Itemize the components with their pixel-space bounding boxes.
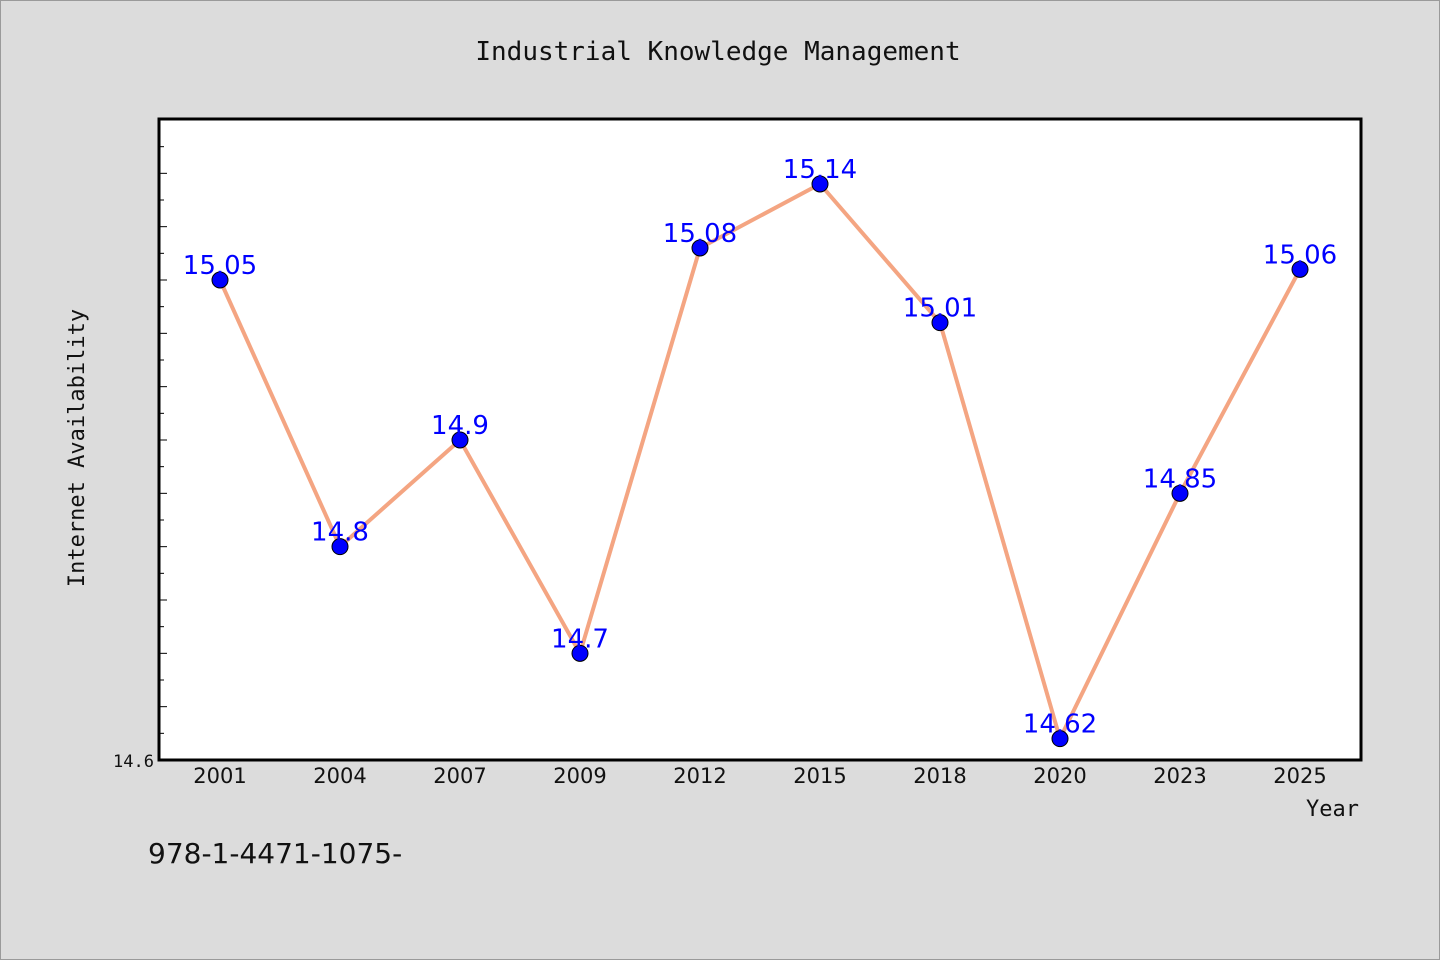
data-point [811, 175, 829, 193]
data-label: 15.08 [663, 219, 737, 249]
x-tick-label: 2018 [913, 764, 966, 788]
x-tick-label: 2001 [193, 764, 246, 788]
data-label: 14.8 [311, 518, 369, 548]
data-point [331, 538, 349, 556]
data-point [1291, 260, 1309, 278]
data-point [691, 239, 709, 257]
x-tick-label: 2009 [553, 764, 606, 788]
data-label: 14.9 [431, 411, 489, 441]
y-axis-label: Internet Availability [65, 309, 90, 587]
plot-area [157, 117, 1363, 762]
data-label: 15.06 [1263, 240, 1337, 270]
x-tick-label: 2007 [433, 764, 486, 788]
data-point [451, 431, 469, 449]
data-label: 14.62 [1023, 710, 1097, 740]
x-tick-label: 2025 [1273, 764, 1326, 788]
x-tick-label: 2020 [1033, 764, 1086, 788]
data-point [931, 314, 949, 332]
x-tick-label: 2012 [673, 764, 726, 788]
data-label: 15.05 [183, 251, 257, 281]
x-tick-label: 2015 [793, 764, 846, 788]
x-tick-label: 2023 [1153, 764, 1206, 788]
x-axis-label: Year [1306, 797, 1359, 822]
data-point [571, 644, 589, 662]
data-label: 15.14 [783, 155, 857, 185]
y-axis-ticks [160, 119, 167, 761]
data-labels: 15.05 14.8 14.9 14.7 15.08 15.14 15.01 14.62 14.… [183, 155, 1337, 740]
data-label: 14.85 [1143, 464, 1217, 494]
data-point [1051, 730, 1069, 748]
chart-title: Industrial Knowledge Management [475, 37, 960, 67]
data-point [211, 271, 229, 289]
series-line [218, 182, 1302, 741]
footer-text: 978-1-4471-1075- [148, 837, 402, 870]
y-tick-label: 14.6 [113, 752, 154, 772]
data-point [1171, 484, 1189, 502]
data-label: 15.01 [903, 294, 977, 324]
data-label: 14.7 [551, 624, 609, 654]
x-axis-tick-labels: 2001 2004 2007 2009 2012 2015 2018 2020 2023 2025 [193, 764, 1326, 788]
x-tick-label: 2004 [313, 764, 366, 788]
data-markers [211, 175, 1309, 748]
